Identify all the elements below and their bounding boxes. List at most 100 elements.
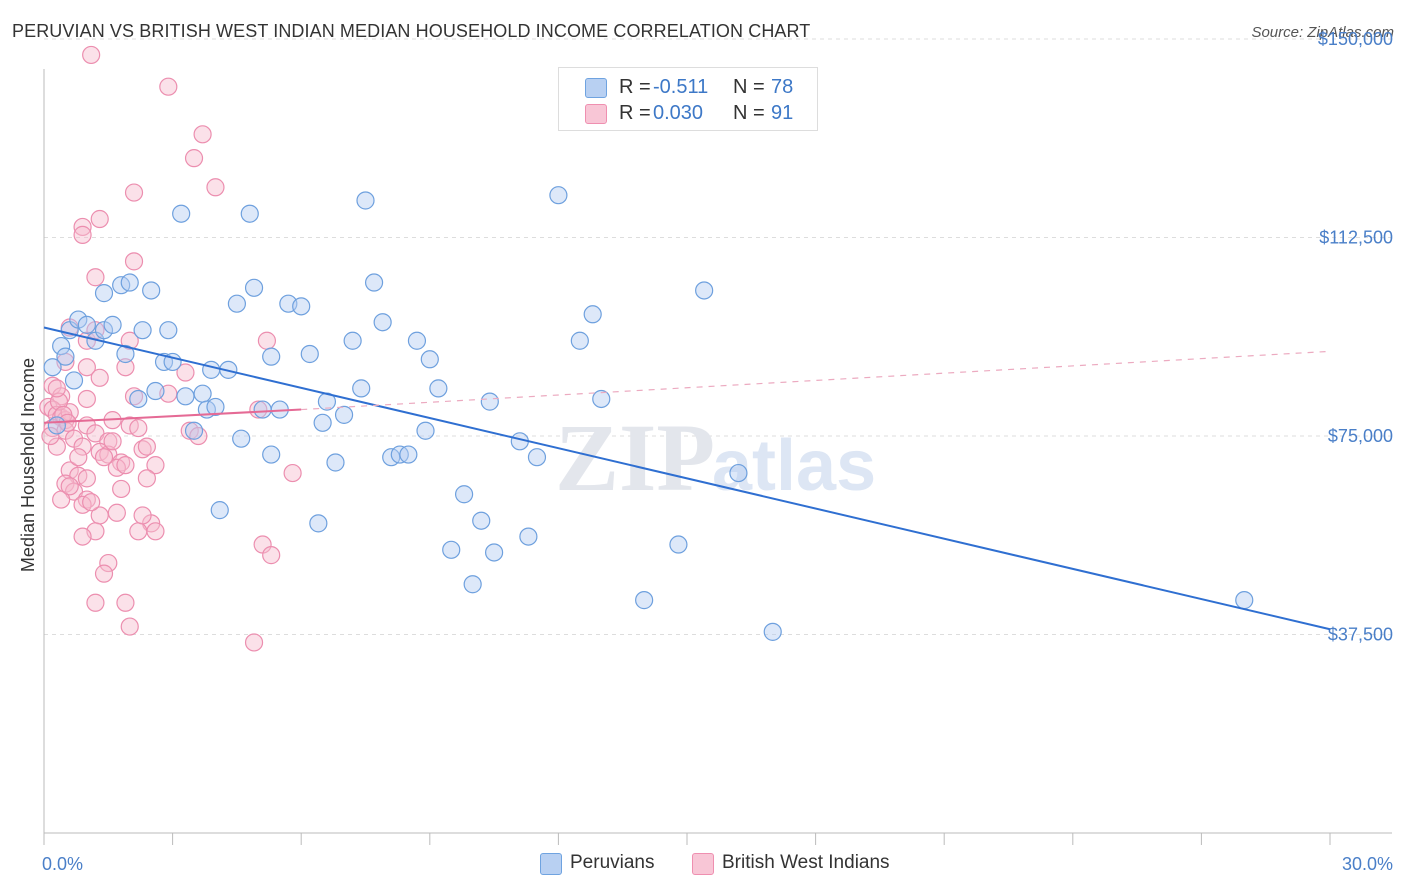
data-point [120, 273, 139, 292]
x-tick-label-min: 0.0% [42, 854, 83, 874]
data-point [262, 546, 281, 565]
data-point [94, 448, 114, 467]
data-point [77, 469, 96, 488]
data-point [184, 421, 204, 440]
data-point [364, 273, 384, 292]
data-point [407, 331, 427, 350]
data-point [43, 358, 62, 377]
data-point [176, 387, 195, 406]
peruvians-legend-label: Peruvians [570, 852, 655, 873]
data-point [77, 315, 96, 334]
zipatlas-watermark: ZIP atlas [555, 404, 876, 511]
data-point [180, 421, 199, 440]
data-point [527, 448, 547, 467]
data-point [227, 294, 246, 313]
data-point [262, 347, 281, 366]
data-point [47, 416, 66, 435]
data-point [244, 633, 264, 652]
data-point [47, 437, 66, 456]
data-point [73, 225, 92, 244]
data-point [94, 321, 114, 340]
data-point [1235, 591, 1254, 610]
data-point [142, 281, 161, 300]
data-point [253, 400, 272, 419]
data-point [283, 463, 302, 483]
data-point [592, 389, 611, 409]
british-west-indians-trend-extension [301, 350, 1331, 411]
data-point [262, 445, 281, 464]
data-point [184, 149, 204, 168]
data-point [129, 522, 148, 541]
data-point [193, 125, 212, 144]
data-point [124, 252, 144, 271]
data-point [159, 321, 178, 340]
data-point [244, 278, 264, 297]
svg-text:ZIP: ZIP [555, 404, 715, 511]
data-point [399, 445, 418, 464]
data-point [90, 368, 109, 387]
british-west-indians-swatch [585, 104, 607, 124]
data-point [82, 493, 101, 512]
x-ticks [43, 833, 1331, 845]
y-tick-labels: $37,500 $75,000 $112,500 $150,000 [1318, 29, 1393, 644]
n-label: N = [733, 102, 765, 124]
data-point [47, 379, 66, 398]
data-point [206, 397, 225, 417]
data-point [73, 527, 92, 546]
y-tick-label: $150,000 [1318, 29, 1393, 49]
y-tick-label: $37,500 [1328, 625, 1393, 645]
data-point [146, 381, 165, 401]
data-point [52, 336, 71, 356]
data-point [249, 400, 268, 419]
data-point [454, 485, 474, 504]
data-point [120, 617, 139, 636]
data-point [133, 506, 152, 525]
data-point [82, 45, 101, 65]
data-point [429, 379, 448, 398]
data-point [240, 204, 259, 223]
data-point [124, 183, 144, 202]
peruvians-legend-swatch [540, 853, 562, 875]
data-point [193, 384, 212, 403]
data-point [176, 363, 195, 382]
data-point [77, 358, 96, 377]
n-value: 78 [771, 76, 794, 98]
r-label: R = [619, 102, 651, 124]
data-point [420, 350, 439, 369]
data-point [129, 389, 148, 409]
data-point [86, 593, 105, 612]
british-west-indians-trend-line [43, 408, 302, 424]
data-point [77, 389, 96, 409]
data-point [94, 284, 114, 303]
axes [43, 69, 1392, 834]
data-point [695, 281, 714, 300]
data-point [86, 268, 105, 287]
data-point [64, 371, 84, 390]
data-point [570, 331, 589, 350]
data-point [463, 575, 482, 594]
data-point [442, 540, 461, 559]
peruvians-points [43, 186, 1254, 641]
data-point [52, 490, 71, 509]
chart-title: PERUVIAN VS BRITISH WEST INDIAN MEDIAN H… [12, 21, 811, 41]
data-point [356, 191, 375, 210]
data-point [116, 344, 135, 364]
british-west-indians-legend-swatch [692, 853, 714, 875]
data-point [107, 503, 126, 522]
data-point [116, 593, 135, 612]
data-point [56, 347, 75, 366]
y-axis-label: Median Household Income [18, 358, 38, 572]
data-point [416, 421, 435, 440]
data-point [309, 514, 328, 533]
british-west-indians-points [39, 45, 302, 652]
n-value: 91 [771, 102, 794, 124]
data-point [112, 479, 131, 499]
data-point [300, 344, 319, 364]
data-point [116, 358, 135, 377]
data-point [103, 315, 122, 334]
data-point [210, 501, 229, 520]
data-point [313, 413, 332, 432]
data-point [202, 360, 221, 379]
data-point [90, 209, 109, 229]
